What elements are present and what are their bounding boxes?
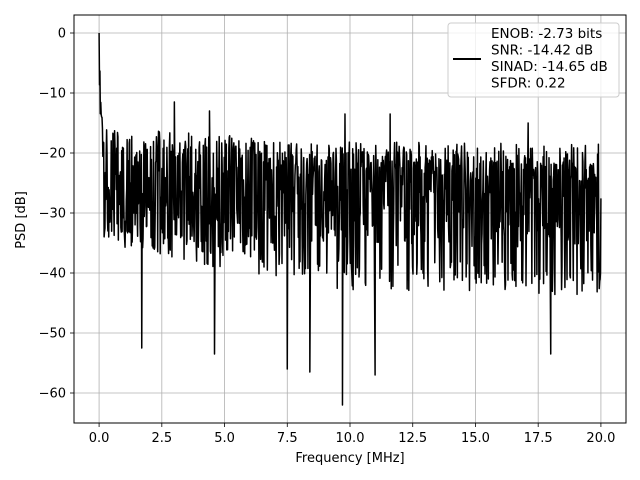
data-layer — [98, 32, 602, 406]
y-tick-label: −40 — [39, 267, 66, 282]
legend: ENOB: -2.73 bits SNR: -14.42 dB SINAD: -… — [447, 22, 620, 98]
x-tick-label: 20.0 — [586, 431, 615, 446]
y-tick-label: −60 — [39, 387, 66, 402]
psd-series-line — [98, 32, 602, 406]
y-axis-ticks: 0 −10 −20 −30 −40 −50 −60 — [39, 27, 74, 402]
legend-enob: ENOB: -2.73 bits — [491, 26, 602, 42]
x-axis-label: Frequency [MHz] — [295, 451, 404, 466]
x-tick-label: 10.0 — [336, 431, 365, 446]
y-tick-label: −50 — [39, 327, 66, 342]
x-tick-label: 17.5 — [524, 431, 553, 446]
y-tick-label: 0 — [58, 27, 66, 42]
y-tick-label: −20 — [39, 147, 66, 162]
legend-sfdr: SFDR: 0.22 — [491, 76, 566, 92]
x-tick-label: 5.0 — [214, 431, 235, 446]
x-tick-label: 7.5 — [277, 431, 298, 446]
y-axis-label: PSD [dB] — [14, 191, 29, 249]
x-tick-label: 12.5 — [398, 431, 427, 446]
x-tick-label: 0.0 — [89, 431, 110, 446]
legend-snr: SNR: -14.42 dB — [491, 43, 593, 59]
legend-sinad: SINAD: -14.65 dB — [491, 59, 608, 75]
x-tick-label: 2.5 — [151, 431, 172, 446]
y-tick-label: −10 — [39, 87, 66, 102]
x-tick-label: 15.0 — [461, 431, 490, 446]
y-tick-label: −30 — [39, 207, 66, 222]
x-axis-ticks: 0.0 2.5 5.0 7.5 10.0 12.5 15.0 17.5 20.0 — [89, 423, 615, 446]
legend-box — [447, 22, 620, 98]
